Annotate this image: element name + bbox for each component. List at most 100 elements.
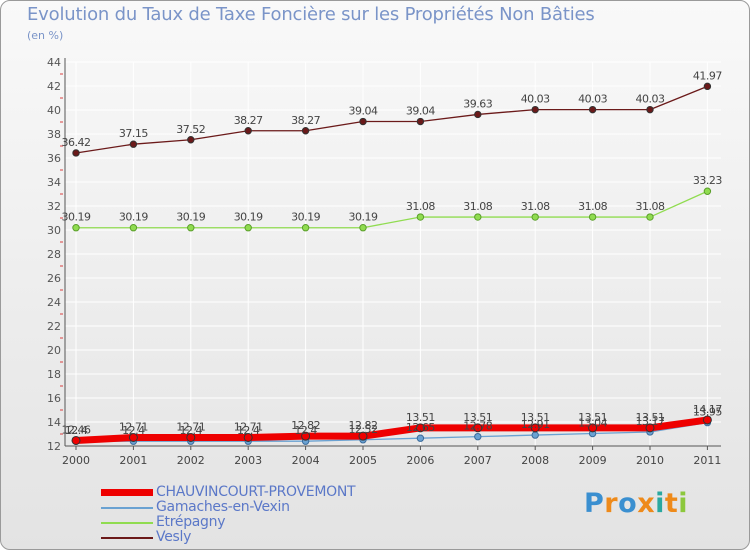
y-tick-label: 44: [47, 56, 61, 69]
data-label-vesly: 36.42: [62, 136, 91, 149]
series-line-gamaches-en-vexin: [76, 421, 708, 442]
data-point-chauvincourt-provemont: [645, 423, 655, 433]
data-label-gamaches-en-vexin: 12.4: [237, 424, 260, 437]
data-point-etr-pagny: [531, 213, 539, 221]
data-point-etr-pagny: [72, 224, 80, 232]
grid-layer: [65, 61, 721, 447]
data-label-gamaches-en-vexin: 13.04: [578, 417, 607, 430]
data-point-etr-pagny: [474, 213, 482, 221]
legend-swatch: [101, 522, 153, 524]
data-label-chauvincourt-provemont: 14.17: [693, 403, 722, 416]
y-tick-label: 18: [47, 368, 61, 381]
legend-label: Gamaches-en-Vexin: [156, 499, 290, 515]
data-label-etr-pagny: 31.08: [578, 200, 607, 213]
y-tick-label: 20: [47, 344, 61, 357]
data-point-vesly: [703, 82, 712, 91]
series-line-vesly: [75, 85, 708, 154]
data-label-vesly: 39.63: [463, 97, 492, 110]
logo-letter: r: [604, 488, 619, 519]
data-label-chauvincourt-provemont: 12.71: [176, 420, 205, 433]
series-line-etr-pagny: [76, 190, 708, 229]
data-label-gamaches-en-vexin: 12.78: [463, 420, 492, 433]
data-label-vesly: 38.27: [234, 114, 263, 127]
data-point-chauvincourt-provemont: [588, 423, 598, 433]
x-tick-label: 2010: [636, 454, 664, 467]
y-tick-label: 30: [47, 224, 61, 237]
data-label-etr-pagny: 30.19: [119, 211, 148, 224]
data-point-etr-pagny: [187, 224, 195, 232]
data-point-chauvincourt-provemont: [301, 431, 311, 441]
logo-letter: x: [637, 488, 656, 519]
data-point-vesly: [531, 105, 539, 114]
data-label-vesly: 39.04: [349, 105, 378, 118]
x-tick-label: 2011: [693, 454, 721, 467]
data-point-etr-pagny: [301, 224, 310, 232]
data-point-vesly: [588, 105, 597, 114]
data-label-gamaches-en-vexin: 12.4: [180, 424, 203, 437]
data-point-chauvincourt-provemont: [71, 435, 81, 445]
data-label-etr-pagny: 30.19: [62, 211, 91, 224]
data-point-chauvincourt-provemont: [702, 415, 712, 425]
data-point-etr-pagny: [588, 213, 597, 221]
data-label-gamaches-en-vexin: 12.4: [294, 424, 317, 437]
data-label-vesly: 41.97: [693, 69, 722, 82]
y-tick-label: 36: [47, 152, 61, 165]
legend-swatch: [101, 507, 153, 509]
data-label-vesly: 40.03: [636, 93, 665, 106]
data-label-etr-pagny: 30.19: [349, 211, 378, 224]
data-label-chauvincourt-provemont: 12.71: [119, 420, 148, 433]
data-label-chauvincourt-provemont: 12.46: [62, 423, 91, 436]
x-tick-label: 2007: [464, 454, 492, 467]
data-label-etr-pagny: 33.23: [693, 174, 722, 187]
x-tick-label: 2009: [579, 454, 607, 467]
data-point-vesly: [646, 105, 654, 114]
y-tick-label: 42: [47, 80, 61, 93]
y-tick-label: 14: [47, 416, 61, 429]
data-label-vesly: 40.03: [521, 93, 550, 106]
x-tick-label: 2004: [292, 454, 320, 467]
x-tick-label: 2002: [177, 454, 205, 467]
data-label-gamaches-en-vexin: 12.52: [349, 423, 378, 436]
y-tick-label: 26: [47, 272, 61, 285]
data-point-etr-pagny: [129, 224, 138, 232]
data-label-chauvincourt-provemont: 13.51: [463, 411, 492, 424]
y-tick-label: 40: [47, 104, 61, 117]
data-point-gamaches-en-vexin: [531, 431, 539, 439]
logo-letter: i: [678, 488, 689, 519]
data-label-etr-pagny: 31.08: [406, 200, 435, 213]
y-tick-label: 16: [47, 392, 61, 405]
data-point-etr-pagny: [359, 224, 367, 232]
logo-letter: o: [618, 488, 638, 519]
y-tick-label: 32: [47, 200, 61, 213]
proxiti-logo: Proxiti: [584, 488, 688, 519]
data-label-vesly: 38.27: [291, 114, 320, 127]
data-label-layer: 36.42 37.15 37.52 38.27 38.27 39.04 39.04 39.63…: [62, 69, 723, 437]
data-point-vesly: [474, 110, 482, 119]
legend-label: Vesly: [156, 529, 192, 545]
x-tick-label: 2008: [521, 454, 549, 467]
data-label-gamaches-en-vexin: 13.95: [693, 406, 722, 419]
data-label-etr-pagny: 31.08: [521, 200, 550, 213]
x-tick-label: 2003: [234, 454, 262, 467]
y-tick-label: 24: [47, 296, 61, 309]
data-point-vesly: [416, 117, 425, 126]
data-point-chauvincourt-provemont: [358, 431, 368, 441]
data-label-chauvincourt-provemont: 13.51: [406, 411, 435, 424]
legend-label: Etrépagny: [156, 514, 226, 530]
logo-letter: t: [664, 488, 679, 519]
chart-unit-label: (en %): [27, 29, 64, 42]
data-label-vesly: 37.52: [176, 123, 205, 136]
data-point-chauvincourt-provemont: [243, 432, 253, 442]
data-label-etr-pagny: 30.19: [291, 211, 320, 224]
logo-letter: P: [584, 488, 605, 519]
data-point-gamaches-en-vexin: [416, 434, 425, 442]
data-label-gamaches-en-vexin: 12.4: [65, 424, 88, 437]
data-label-chauvincourt-provemont: 13.51: [578, 411, 607, 424]
chart-title: Evolution du Taux de Taxe Foncière sur l…: [27, 4, 595, 25]
data-point-gamaches-en-vexin: [474, 432, 482, 441]
data-label-gamaches-en-vexin: 12.4: [122, 424, 145, 437]
data-point-vesly: [187, 136, 195, 144]
x-tick-label: 2006: [406, 454, 434, 467]
series-line-chauvincourt-provemont: [75, 416, 708, 444]
data-point-vesly: [244, 127, 252, 135]
